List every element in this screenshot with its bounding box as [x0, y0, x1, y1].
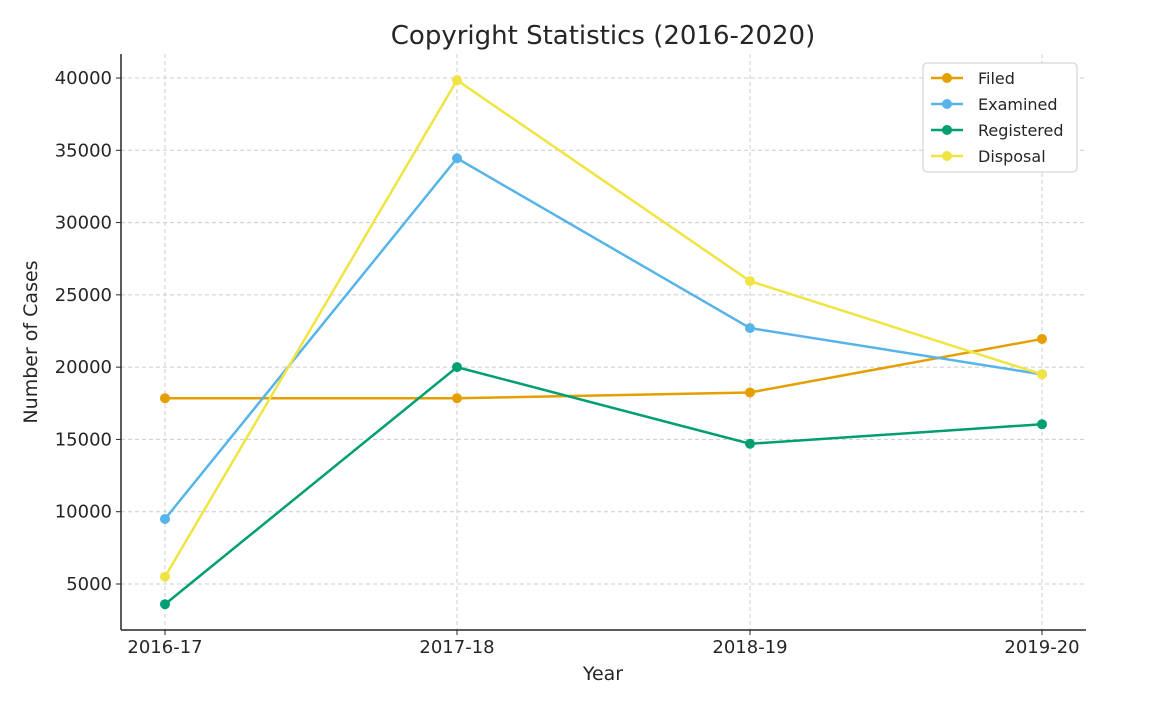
legend-label: Registered	[978, 121, 1064, 140]
y-tick-label: 5000	[66, 574, 112, 595]
series-line	[164, 365, 1043, 606]
data-point	[745, 276, 755, 287]
y-tick-label: 25000	[55, 285, 112, 306]
x-tick-label: 2019-20	[1004, 637, 1079, 658]
legend-label: Examined	[978, 95, 1058, 114]
legend-box	[922, 62, 1078, 173]
series-lines	[160, 75, 1047, 610]
legend-marker	[942, 125, 952, 135]
y-tick-label: 15000	[55, 429, 112, 450]
data-point	[160, 599, 170, 610]
legend-label: Disposal	[978, 147, 1046, 166]
data-point	[745, 387, 755, 398]
y-tick-label: 30000	[55, 213, 112, 234]
series-disposal	[160, 75, 1047, 582]
data-point	[1037, 333, 1047, 344]
data-point	[160, 393, 170, 404]
x-tick-label: 2018-19	[712, 637, 787, 658]
legend-marker	[942, 99, 952, 109]
legend-label: Filed	[978, 69, 1015, 88]
chart-title: Copyright Statistics (2016-2020)	[391, 21, 815, 51]
series-line	[165, 337, 1043, 400]
y-tick-label: 35000	[55, 140, 112, 161]
data-point	[452, 75, 462, 86]
y-axis-label: Number of Cases	[20, 260, 42, 423]
y-tick-label: 10000	[55, 502, 112, 523]
series-line	[163, 78, 1043, 578]
data-point	[160, 571, 170, 582]
x-axis-label: Year	[582, 663, 623, 685]
series-examined	[160, 153, 1047, 524]
data-point	[160, 513, 170, 524]
series-line	[164, 156, 1043, 520]
legend-marker	[942, 151, 952, 161]
y-tick-label: 40000	[55, 68, 112, 89]
y-tick-label: 20000	[55, 357, 112, 378]
legend-marker	[942, 73, 952, 83]
legend: Filed Examined Registered Disposal	[922, 62, 1078, 173]
x-tick-label: 2016-17	[127, 637, 202, 658]
series-filed	[160, 333, 1047, 404]
data-point	[452, 362, 462, 373]
data-point	[1037, 419, 1047, 430]
ticks: 5000 10000 15000 20000 25000 30000 35000 40000 2…	[55, 68, 1080, 658]
data-point	[1037, 369, 1047, 380]
data-point	[452, 393, 462, 404]
x-tick-label: 2017-18	[419, 637, 494, 658]
series-registered	[160, 362, 1047, 610]
data-point	[745, 323, 755, 334]
data-point	[452, 153, 462, 164]
data-point	[745, 438, 755, 449]
